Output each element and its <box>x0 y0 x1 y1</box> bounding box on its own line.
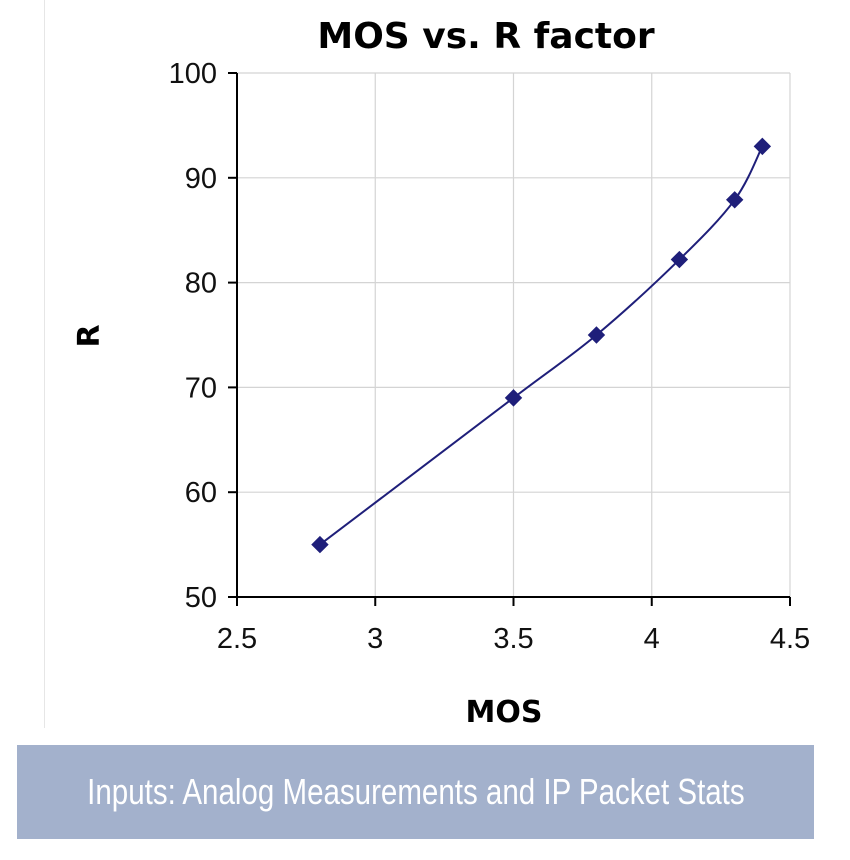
caption-text: Inputs: Analog Measurements and IP Packe… <box>86 771 745 812</box>
chart-title: MOS vs. R factor <box>317 16 654 57</box>
x-tick-label: 2.5 <box>217 623 257 655</box>
grid <box>237 72 791 597</box>
x-tick-label: 3.5 <box>493 623 533 655</box>
x-tick-label: 4.5 <box>770 623 810 655</box>
chart: 50 60 70 80 90 100 2.5 3 3.5 4 4.5 MOS vs. R facto… <box>72 16 811 730</box>
y-tick-label: 70 <box>185 372 217 404</box>
chart-text: MOS vs. R factor MOS R <box>72 16 655 730</box>
y-tick-label: 100 <box>169 58 217 90</box>
data-point-marker <box>311 535 329 554</box>
chart-svg: 50 60 70 80 90 100 2.5 3 3.5 4 4.5 MOS vs. R facto… <box>72 16 811 730</box>
y-tick-label: 80 <box>185 268 217 300</box>
series-line <box>319 145 764 546</box>
y-tick-label: 60 <box>185 477 217 509</box>
left-rule <box>44 0 45 728</box>
data-point-marker <box>587 326 606 344</box>
caption-banner: Inputs: Analog Measurements and IP Packe… <box>17 745 814 839</box>
x-tick-label: 3 <box>367 623 383 655</box>
data-point-marker <box>670 250 689 269</box>
data-point-marker <box>753 137 772 156</box>
x-tick-label: 4 <box>644 623 660 655</box>
data-point-marker <box>504 389 523 407</box>
y-tick-label: 50 <box>185 582 217 614</box>
y-axis-title: R <box>72 324 107 347</box>
data-point-marker <box>725 191 744 209</box>
series <box>311 137 772 554</box>
axes: 50 60 70 80 90 100 2.5 3 3.5 4 4.5 <box>169 58 811 655</box>
y-tick-label: 90 <box>185 163 217 195</box>
x-axis-title: MOS <box>466 695 543 730</box>
